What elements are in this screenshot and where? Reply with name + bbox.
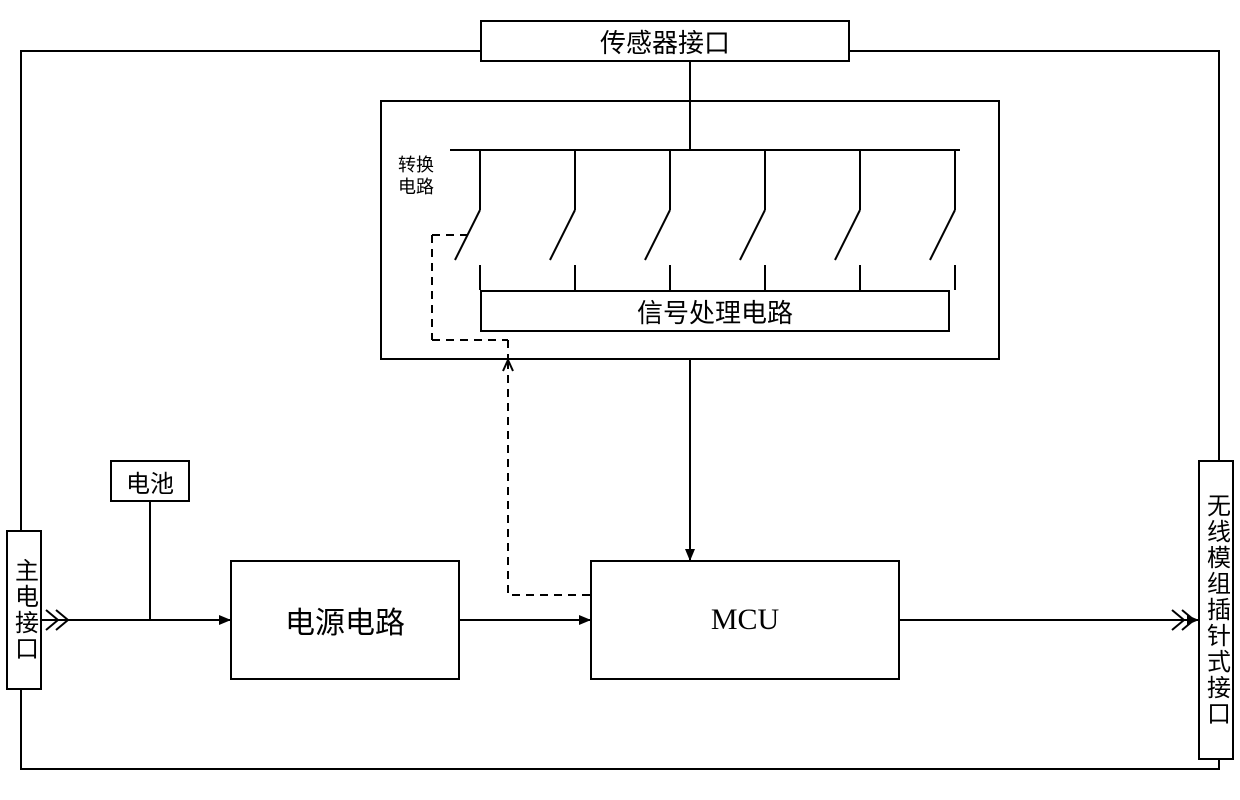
mcu-label: MCU bbox=[711, 603, 779, 637]
main-power-port-label: 主电接口 bbox=[7, 558, 42, 662]
battery-block: 电池 bbox=[110, 460, 190, 502]
conversion-circuit-label: 转换 电路 bbox=[398, 155, 434, 198]
mcu-block: MCU bbox=[590, 560, 900, 680]
signal-processing-label: 信号处理电路 bbox=[637, 293, 793, 330]
sensor-interface-block: 传感器接口 bbox=[480, 20, 850, 62]
conv-label-line2: 电路 bbox=[398, 177, 434, 197]
sensor-interface-label: 传感器接口 bbox=[600, 23, 730, 60]
signal-processing-block: 信号处理电路 bbox=[480, 290, 950, 332]
battery-label: 电池 bbox=[126, 464, 174, 499]
wireless-port-label: 无线模组插针式接口 bbox=[1199, 493, 1234, 727]
power-circuit-block: 电源电路 bbox=[230, 560, 460, 680]
wireless-port-block: 无线模组插针式接口 bbox=[1198, 460, 1234, 760]
conv-label-line1: 转换 bbox=[398, 155, 434, 175]
power-circuit-label: 电源电路 bbox=[285, 598, 405, 642]
main-power-port-block: 主电接口 bbox=[6, 530, 42, 690]
